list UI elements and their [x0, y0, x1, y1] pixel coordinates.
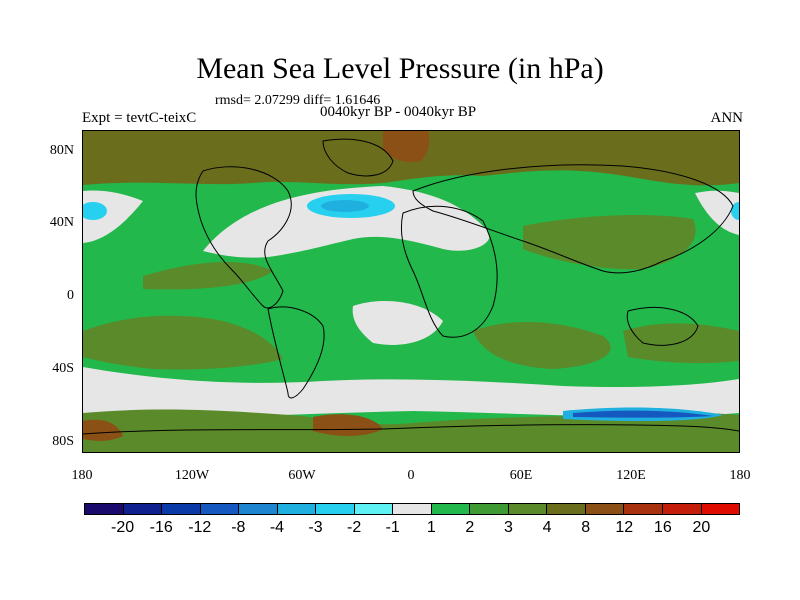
- colorbar-swatch: [431, 504, 471, 514]
- colorbar-level-label: 20: [692, 519, 711, 536]
- lat-tick-label: 80N: [49, 143, 74, 158]
- lon-tick-label: 120E: [616, 468, 646, 483]
- coast-africa: [400, 205, 498, 338]
- field-greenland-peak: [383, 131, 430, 163]
- lat-tick-label: 40S: [52, 361, 74, 376]
- lat-tick-label: 80S: [52, 434, 74, 449]
- field-antarctic-coast-core: [573, 410, 713, 418]
- field-south-atlantic-white: [352, 301, 443, 345]
- colorbar-swatch: [701, 504, 740, 514]
- lat-tick-label: 40N: [49, 215, 74, 230]
- colorbar-level-label: -12: [188, 519, 212, 536]
- lon-tick-label: 120W: [174, 468, 210, 483]
- colorbar-swatch: [277, 504, 317, 514]
- field-south-pacific-high: [83, 315, 283, 370]
- colorbar-level-label: 3: [504, 519, 513, 536]
- field-north-atlantic-low: [203, 186, 490, 258]
- colorbar-swatch: [585, 504, 625, 514]
- colorbar-level-label: -1: [385, 519, 400, 536]
- lat-tick-label: 0: [67, 288, 74, 303]
- colorbar-swatch: [470, 504, 509, 514]
- map-plot: [82, 130, 740, 453]
- field-pacific-cyan-west: [83, 202, 107, 220]
- colorbar-level-label: 16: [653, 519, 672, 536]
- field-southern-ocean-low: [83, 367, 739, 418]
- experiment-label: Expt = tevtC-teixC: [82, 110, 197, 126]
- colorbar-level-label: -8: [231, 519, 246, 536]
- colorbar-swatch: [162, 504, 201, 514]
- colorbar-swatch: [200, 504, 240, 514]
- lon-tick-label: 180: [71, 468, 93, 483]
- colorbar-level-label: 4: [542, 519, 552, 536]
- field-atlantic-core: [321, 200, 369, 212]
- colorbar-level-label: -2: [346, 519, 362, 536]
- colorbar-swatch: [393, 504, 432, 514]
- coast-north-america: [195, 166, 292, 309]
- field-antarctic-peak-2: [83, 419, 123, 441]
- colorbar-level-label: -16: [149, 519, 173, 536]
- colorbar-swatch: [239, 504, 278, 514]
- colorbar-level-label: 8: [581, 519, 591, 536]
- field-antarctic-high: [83, 409, 739, 452]
- colorbar-swatch: [662, 504, 702, 514]
- coast-eurasia: [412, 164, 734, 274]
- map-title: Mean Sea Level Pressure (in hPa): [196, 52, 604, 85]
- pressure-field: [83, 131, 739, 452]
- colorbar-level-label: 12: [615, 519, 634, 536]
- field-east-pacific-low: [695, 190, 739, 235]
- colorbar-swatch: [316, 504, 355, 514]
- lon-tick-label: 60W: [288, 468, 316, 483]
- colorbar-swatch: [85, 504, 124, 514]
- colorbar-swatch: [123, 504, 163, 514]
- colorbar: [84, 503, 740, 515]
- field-antarctic-peak-1: [313, 414, 383, 436]
- field-indian-ocean-high: [473, 321, 611, 369]
- colorbar-level-label: 2: [465, 519, 475, 536]
- colorbar-level-label: -4: [269, 519, 285, 536]
- lon-tick-label: 180: [729, 468, 751, 483]
- coast-greenland: [322, 138, 394, 177]
- coastlines: [83, 138, 739, 435]
- lon-tick-label: 60E: [509, 468, 533, 483]
- colorbar-level-label: 1: [426, 519, 436, 536]
- time-period-label: 0040kyr BP - 0040kyr BP: [320, 104, 477, 120]
- season-label: ANN: [710, 110, 744, 126]
- field-asia-patch: [523, 215, 696, 270]
- colorbar-level-label: -20: [111, 519, 135, 536]
- rmsd-diff-stats: rmsd= 2.07299 diff= 1.61646: [215, 93, 381, 108]
- colorbar-swatch: [508, 504, 548, 514]
- coast-australia: [626, 306, 699, 346]
- coast-antarctica: [83, 424, 739, 435]
- colorbar-level-label: -3: [308, 519, 323, 536]
- coast-south-america: [267, 306, 325, 399]
- colorbar-swatch: [624, 504, 663, 514]
- field-east-south-high: [623, 323, 739, 364]
- colorbar-swatch: [547, 504, 586, 514]
- field-tropics-patch: [143, 261, 273, 290]
- lon-tick-label: 0: [407, 468, 415, 483]
- colorbar-swatch: [354, 504, 394, 514]
